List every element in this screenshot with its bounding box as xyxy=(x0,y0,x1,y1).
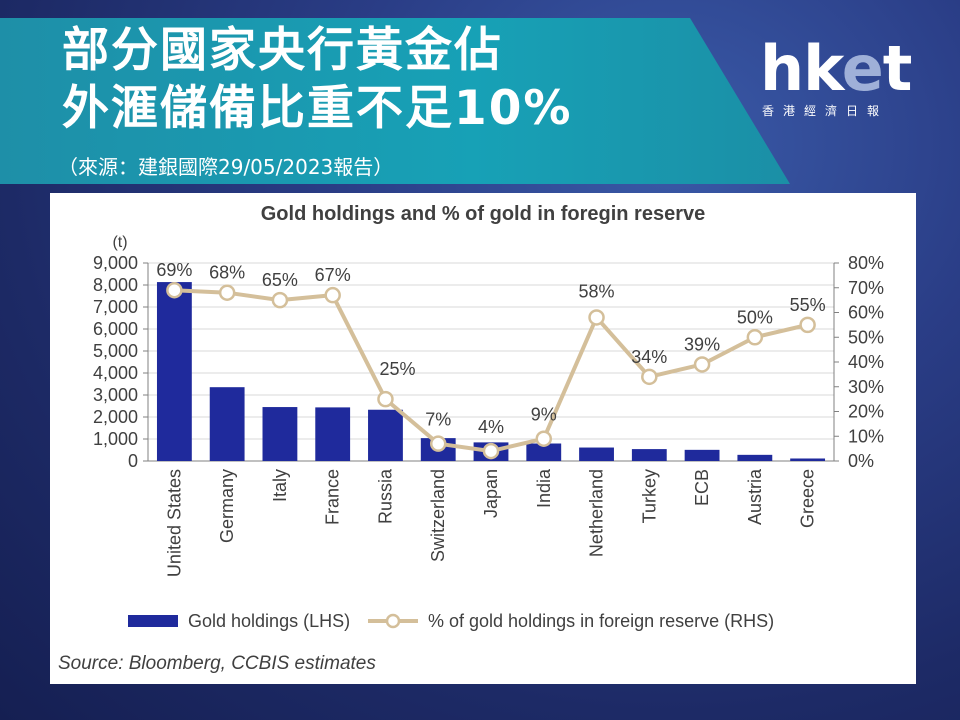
percent-point xyxy=(693,356,711,373)
x-category-label: France xyxy=(323,469,343,525)
percent-point xyxy=(799,316,816,334)
x-category-label: Japan xyxy=(481,469,501,518)
x-category-label: India xyxy=(534,468,554,508)
percent-data-label: 67% xyxy=(315,265,351,285)
percent-data-label: 55% xyxy=(790,295,826,315)
percent-data-label: 69% xyxy=(156,260,192,280)
bar xyxy=(209,387,245,461)
right-axis-tick-label: 70% xyxy=(848,278,884,298)
bar xyxy=(262,407,298,461)
percent-point xyxy=(218,284,236,301)
percent-data-label: 9% xyxy=(531,405,557,425)
percent-point xyxy=(482,442,500,460)
page-title-line-2: 外滙儲備比重不足10% xyxy=(62,81,573,136)
bar xyxy=(315,407,351,461)
right-axis-tick-label: 10% xyxy=(848,426,884,446)
x-category-label: United States xyxy=(164,469,184,577)
x-category-label: ECB xyxy=(692,469,712,506)
percent-data-label: 39% xyxy=(684,334,720,354)
source-subtitle: （來源：建銀國際29/05/2023報告） xyxy=(58,155,394,179)
left-axis-tick-label: 0 xyxy=(128,451,138,471)
left-axis-tick-label: 3,000 xyxy=(93,385,138,405)
logo-wordmark: hket xyxy=(760,38,930,100)
percent-point xyxy=(588,309,605,326)
percent-point xyxy=(324,286,341,304)
hket-logo: hket 香港經濟日報 xyxy=(760,38,930,119)
bar xyxy=(526,443,562,461)
percent-point xyxy=(271,291,289,309)
left-axis-tick-label: 6,000 xyxy=(93,319,138,339)
chart-panel: Gold holdings and % of gold in foregin r… xyxy=(50,193,916,684)
x-category-label: Italy xyxy=(270,469,290,502)
bar xyxy=(684,449,720,461)
page-title-line-1: 部分國家央行黃金佔 xyxy=(62,23,503,78)
right-axis-tick-label: 50% xyxy=(848,327,884,347)
chart-source: Source: Bloomberg, CCBIS estimates xyxy=(58,653,376,674)
percent-data-label: 50% xyxy=(737,307,773,327)
bar xyxy=(579,447,614,461)
percent-data-label: 34% xyxy=(631,347,667,367)
right-axis-tick-label: 80% xyxy=(848,253,884,273)
percent-point xyxy=(641,368,658,386)
right-axis-tick-label: 40% xyxy=(848,352,884,372)
left-axis-unit-label: (t) xyxy=(112,234,127,251)
percent-point xyxy=(429,435,447,452)
legend-line-label: % of gold holdings in foreign reserve (R… xyxy=(428,611,774,631)
bar xyxy=(790,458,826,461)
legend-bar-label: Gold holdings (LHS) xyxy=(188,611,350,631)
chart-title: Gold holdings and % of gold in foregin r… xyxy=(260,203,706,225)
x-category-label: Germany xyxy=(217,469,237,543)
left-axis-tick-label: 2,000 xyxy=(93,407,138,427)
percent-data-label: 4% xyxy=(478,417,504,437)
logo-letters-hk: hk xyxy=(760,32,843,105)
right-axis-tick-label: 60% xyxy=(848,303,884,323)
left-axis-tick-label: 7,000 xyxy=(93,297,138,317)
right-axis-tick-label: 0% xyxy=(848,451,874,471)
x-category-label: Russia xyxy=(375,468,395,524)
percent-data-label: 68% xyxy=(209,263,245,283)
logo-subtitle: 香港經濟日報 xyxy=(762,104,889,118)
bar xyxy=(156,282,192,461)
percent-point xyxy=(746,329,764,346)
legend-bar-swatch xyxy=(128,615,178,627)
x-category-label: Switzerland xyxy=(428,469,448,562)
left-axis-tick-label: 4,000 xyxy=(93,363,138,383)
x-category-label: Netherland xyxy=(587,469,607,557)
gold-chart: 01,0002,0003,0004,0005,0006,0007,0008,00… xyxy=(93,234,884,631)
percent-data-label: 65% xyxy=(262,270,298,290)
bar xyxy=(631,449,667,461)
percent-point xyxy=(166,281,183,299)
title-banner xyxy=(0,18,790,184)
legend-line-marker xyxy=(385,613,401,629)
percent-data-label: 7% xyxy=(425,410,451,430)
left-axis-tick-label: 5,000 xyxy=(93,341,138,361)
left-axis-tick-label: 1,000 xyxy=(93,429,138,449)
bar xyxy=(737,454,773,461)
percent-point xyxy=(377,390,394,408)
right-axis-tick-label: 30% xyxy=(848,377,884,397)
logo-letter-t: t xyxy=(882,32,913,105)
percent-data-label: 25% xyxy=(379,359,415,379)
percent-data-label: 58% xyxy=(579,281,615,301)
bar xyxy=(368,409,403,461)
x-category-label: Greece xyxy=(798,469,818,528)
percent-point xyxy=(535,430,553,447)
x-category-label: Austria xyxy=(745,468,765,525)
x-category-label: Turkey xyxy=(639,469,659,523)
right-axis-tick-label: 20% xyxy=(848,402,884,422)
left-axis-tick-label: 9,000 xyxy=(93,253,138,273)
left-axis-tick-label: 8,000 xyxy=(93,275,138,295)
logo-letter-e: e xyxy=(841,32,884,105)
